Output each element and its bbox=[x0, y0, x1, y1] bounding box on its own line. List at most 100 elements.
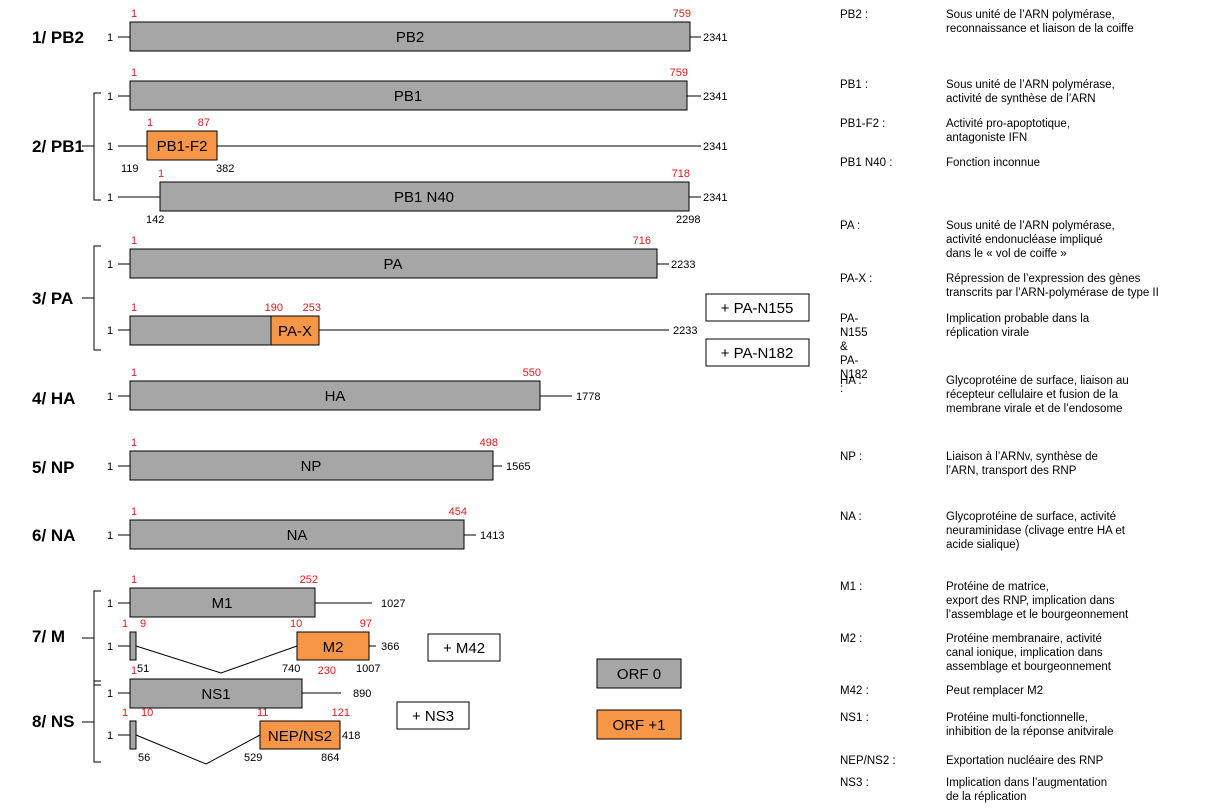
aa-start: 1 bbox=[122, 707, 128, 719]
splice-nt: 740 bbox=[282, 663, 300, 675]
protein-label: PA-X bbox=[278, 323, 312, 340]
protein-label: NP bbox=[301, 458, 322, 475]
aa-frameshift: 190 bbox=[265, 302, 283, 314]
track-ns1: NS1 1 890 1 230 bbox=[107, 665, 371, 709]
function-desc: Sous unité de l’ARN polymérase, activité… bbox=[946, 79, 1115, 105]
aa-start: 1 bbox=[131, 67, 137, 79]
splice-line bbox=[135, 734, 261, 765]
segment-label: 5/ NP bbox=[32, 458, 75, 477]
orf-nt-end: 382 bbox=[216, 163, 234, 175]
nt-end: 1413 bbox=[480, 530, 504, 542]
box-orf0 bbox=[129, 587, 316, 618]
aa-end: 87 bbox=[198, 117, 210, 129]
nt-end: 1565 bbox=[506, 461, 530, 473]
function-key: PB2 : bbox=[840, 9, 869, 21]
bracket-pb1 bbox=[93, 92, 101, 201]
box-orf0 bbox=[159, 181, 690, 212]
aa-start: 1 bbox=[158, 168, 164, 180]
nt-end: 890 bbox=[353, 688, 371, 700]
protein-label: NS1 bbox=[201, 686, 230, 703]
aa-end: 759 bbox=[670, 67, 688, 79]
box-orf0 bbox=[129, 315, 272, 346]
orf-nt-start: 119 bbox=[121, 163, 139, 175]
box-orf0 bbox=[129, 21, 691, 52]
nt-end: 2341 bbox=[703, 141, 727, 153]
brackets bbox=[82, 92, 101, 763]
function-desc: Protéine membranaire, activité canal ion… bbox=[946, 633, 1111, 673]
nt-end: 2233 bbox=[673, 325, 697, 337]
function-key: PB1-F2 : bbox=[840, 118, 886, 130]
function-key: NS1 : bbox=[840, 712, 869, 724]
function-key: PA-N155 & PA-N182 : bbox=[840, 313, 868, 395]
nt-start: 1 bbox=[107, 32, 113, 44]
protein-label: M1 bbox=[212, 595, 233, 612]
aa-start: 1 bbox=[131, 665, 137, 677]
function-key: NA : bbox=[840, 511, 862, 523]
aa-end: 716 bbox=[633, 235, 651, 247]
splice-nt: 864 bbox=[321, 752, 339, 764]
nt-end: 366 bbox=[381, 641, 399, 653]
function-desc: Implication probable dans la réplication… bbox=[946, 313, 1090, 339]
function-key: M42 : bbox=[840, 685, 869, 697]
track-pa: PA 1 2233 1 716 bbox=[107, 235, 695, 279]
function-key: NS3 : bbox=[840, 777, 869, 789]
track-pb2: PB2 1 2341 1 759 bbox=[107, 8, 727, 52]
aa-end: 498 bbox=[480, 437, 498, 449]
aa-end: 252 bbox=[300, 574, 318, 586]
aa-start: 1 bbox=[131, 437, 137, 449]
nt-start: 1 bbox=[107, 91, 113, 103]
function-key: NEP/NS2 : bbox=[840, 755, 896, 767]
segment-label: 7/ M bbox=[32, 627, 65, 646]
aa-end: 759 bbox=[673, 8, 691, 20]
function-desc: Activité pro-apoptotique, antagoniste IF… bbox=[946, 118, 1071, 144]
bracket-ns bbox=[93, 680, 101, 763]
function-desc: Implication dans l’augmentation de la ré… bbox=[946, 777, 1108, 803]
nt-start: 1 bbox=[107, 391, 113, 403]
function-key: M1 : bbox=[840, 581, 863, 593]
aa-end: 121 bbox=[332, 707, 350, 719]
nt-start: 1 bbox=[107, 141, 113, 153]
function-key: PA : bbox=[840, 220, 861, 232]
splice-nt: 51 bbox=[137, 663, 149, 675]
bracket-m bbox=[93, 590, 101, 686]
aa-exon2-start: 11 bbox=[257, 707, 268, 719]
aa-exon2-start: 10 bbox=[290, 618, 302, 630]
protein-label: PB2 bbox=[396, 29, 424, 46]
legend-label: ORF +1 bbox=[613, 717, 666, 734]
function-desc: Glycoprotéine de surface, activité neura… bbox=[946, 511, 1125, 551]
nt-end: 1778 bbox=[576, 391, 600, 403]
protein-label: NEP/NS2 bbox=[268, 728, 332, 745]
function-desc: Répression de l’expression des gènes tra… bbox=[946, 273, 1159, 299]
box-orf1 bbox=[270, 315, 320, 346]
aa-start: 1 bbox=[122, 618, 128, 630]
box-orf0 bbox=[129, 519, 465, 550]
aa-exon-end: 9 bbox=[140, 618, 146, 630]
protein-label: HA bbox=[325, 388, 346, 405]
track-m2: M2 1 366 1 9 10 97 51 740 1007 bbox=[107, 618, 399, 675]
nt-end: 2341 bbox=[703, 192, 727, 204]
box-orf0 bbox=[129, 678, 303, 709]
track-na: NA 1 1413 1 454 bbox=[107, 506, 504, 550]
box-orf1 bbox=[296, 631, 370, 661]
box-orf0 bbox=[129, 248, 658, 279]
extra-ns3: + NS3 bbox=[396, 701, 470, 730]
function-desc: Sous unité de l’ARN polymérase, reconnai… bbox=[946, 9, 1134, 35]
segment-label: 6/ NA bbox=[32, 526, 75, 545]
function-desc: Protéine multi-fonctionnelle, inhibition… bbox=[946, 712, 1114, 738]
nt-start: 1 bbox=[107, 641, 113, 653]
protein-label: PB1 bbox=[394, 88, 422, 105]
protein-label: PA bbox=[384, 256, 403, 273]
nt-end: 418 bbox=[342, 730, 360, 742]
legend-label: ORF 0 bbox=[617, 666, 661, 683]
function-desc: Liaison à l’ARNv, synthèse de l’ARN, tra… bbox=[946, 451, 1098, 477]
track-pa-x: PA-X 1 2233 1 190 253 bbox=[107, 302, 697, 346]
function-key: PB1 N40 : bbox=[840, 157, 893, 169]
function-key: HA : bbox=[840, 375, 862, 387]
box-orf0 bbox=[129, 450, 494, 481]
function-desc: Protéine de matrice, export des RNP, imp… bbox=[946, 581, 1129, 621]
box-orf0 bbox=[129, 380, 541, 411]
box-orf0 bbox=[129, 631, 137, 661]
extra-label: + M42 bbox=[443, 640, 485, 657]
orf-nt-end: 2298 bbox=[676, 214, 700, 226]
function-desc: Fonction inconnue bbox=[946, 157, 1040, 169]
